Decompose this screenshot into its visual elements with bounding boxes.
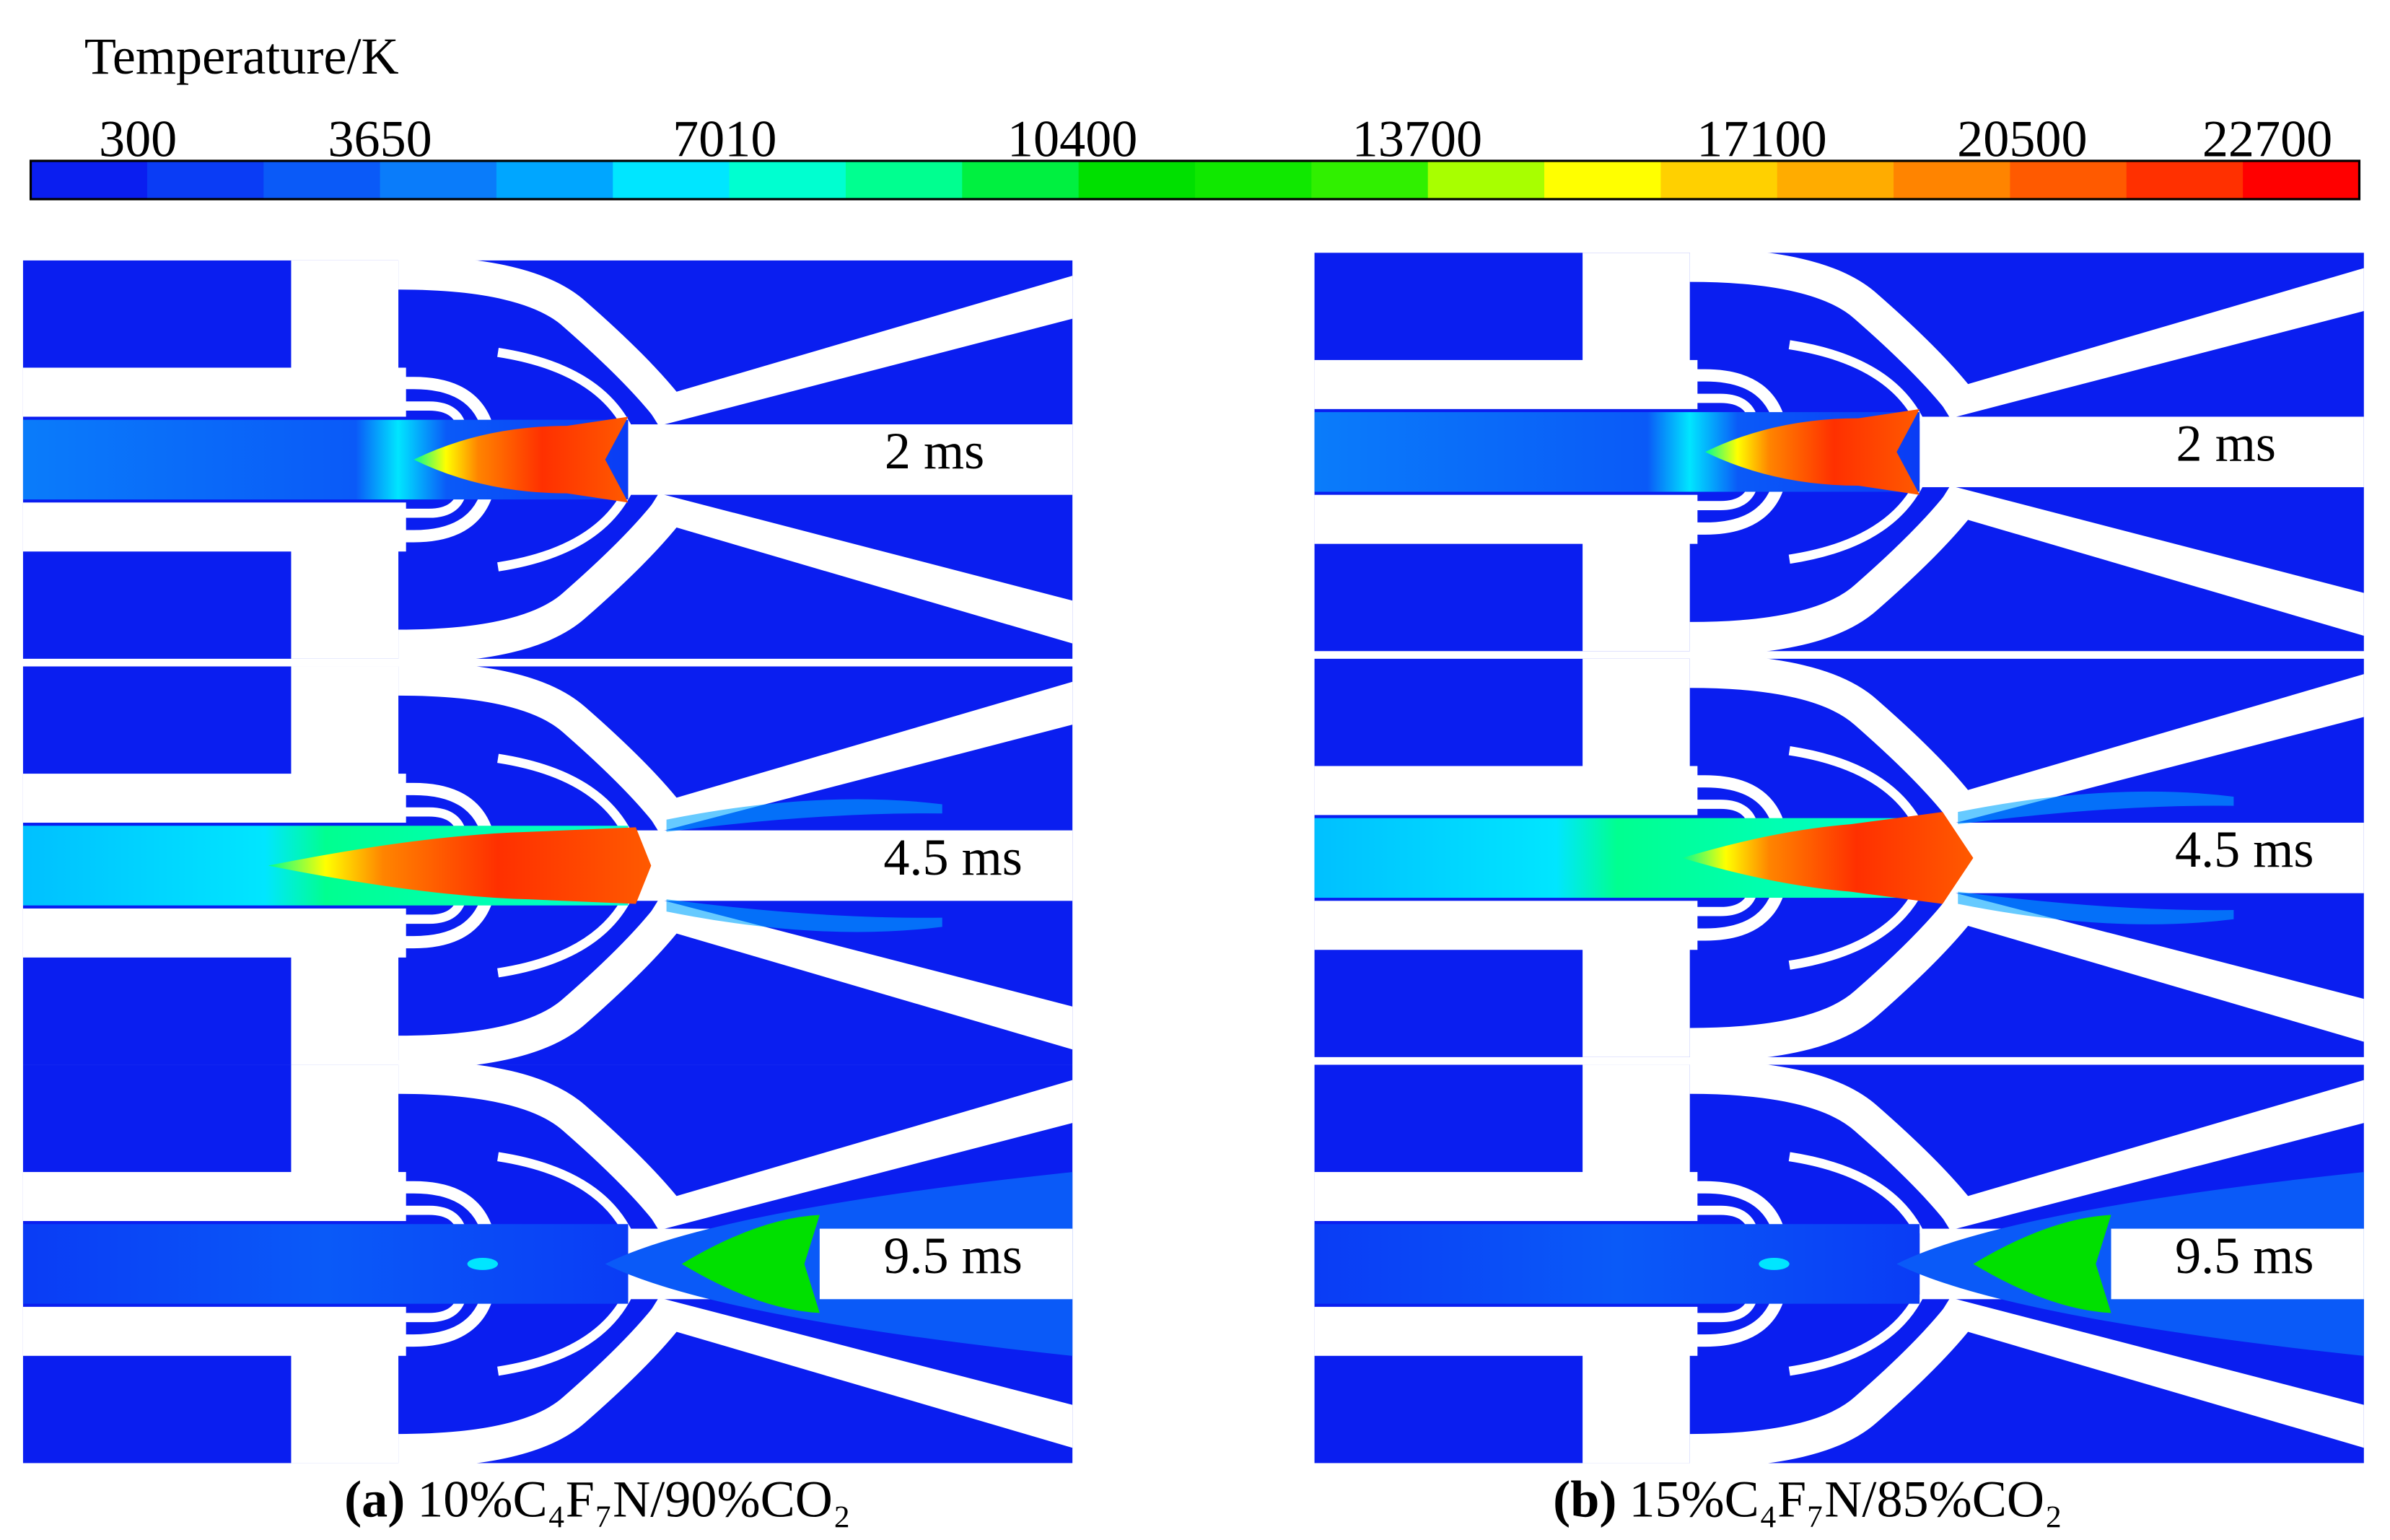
panel-label: (a) xyxy=(344,1471,405,1528)
contour-frame: 9.5 ms xyxy=(22,1064,1073,1463)
panels: 2 ms 4.5 ms 9.5 ms (a) 10%C₄F₇N/90%CO₂ 2 ms 4.… xyxy=(22,253,2364,1528)
arc-plume xyxy=(413,416,629,503)
colorbar-tick-label: 300 xyxy=(99,110,177,168)
time-label: 9.5 ms xyxy=(883,1227,1022,1285)
channel-gap xyxy=(819,1228,1073,1300)
hot-gas xyxy=(666,799,942,932)
colorbar-tick-label: 22700 xyxy=(2202,110,2332,168)
colorbar-tick-label: 20500 xyxy=(1957,110,2087,168)
colorbar-segment xyxy=(1427,160,1546,199)
colorbar-segment xyxy=(729,160,847,199)
panel-caption-text: 15%C₄F₇N/85%CO₂ xyxy=(1629,1471,2062,1528)
contour-frame: 4.5 ms xyxy=(1314,659,2364,1057)
arc-remnant xyxy=(681,1215,820,1313)
colorbar-segment xyxy=(962,160,1080,199)
hot-spot xyxy=(1759,1257,1790,1270)
arc-channel xyxy=(1314,1224,1920,1304)
colorbar-segment xyxy=(380,160,497,199)
colorbar-tick-label: 3650 xyxy=(328,110,432,168)
colorbar-title: Temperature/K xyxy=(84,27,399,85)
colorbar-segment xyxy=(1894,160,2011,199)
colorbar-tick-label: 13700 xyxy=(1352,110,1482,168)
contour-frame: 2 ms xyxy=(22,261,1072,659)
colorbar-tick-label: 17100 xyxy=(1697,110,1826,168)
colorbar-segment xyxy=(1195,160,1313,199)
time-label: 2 ms xyxy=(2176,415,2276,473)
arc-plume xyxy=(1682,812,1974,904)
panel-caption: (b) 15%C₄F₇N/85%CO₂ xyxy=(1553,1471,2062,1528)
colorbar-segment xyxy=(1544,160,1662,199)
arc-channel xyxy=(22,1224,629,1304)
colorbar-segment xyxy=(1660,160,1778,199)
colorbar-segment xyxy=(613,160,730,199)
arc-plume xyxy=(1704,408,1920,495)
contour-frame: 4.5 ms xyxy=(22,666,1072,1064)
colorbar-segment xyxy=(2243,160,2360,199)
colorbar-segment xyxy=(2126,160,2244,199)
colorbar-segment xyxy=(1311,160,1429,199)
panel-label: (b) xyxy=(1553,1471,1616,1528)
colorbar-segment xyxy=(30,160,148,199)
arc-plume xyxy=(268,827,652,904)
colorbar-segment xyxy=(1078,160,1196,199)
colorbar-tick-label: 10400 xyxy=(1007,110,1137,168)
colorbar-segment xyxy=(845,160,963,199)
time-label: 4.5 ms xyxy=(2175,821,2314,878)
arc-remnant xyxy=(1973,1215,2111,1313)
panel-caption-text: 10%C₄F₇N/90%CO₂ xyxy=(417,1471,851,1528)
colorbar-segment xyxy=(2010,160,2127,199)
colorbar-border xyxy=(29,159,2361,201)
colorbar-segment xyxy=(496,160,614,199)
colorbar-segment xyxy=(1777,160,1895,199)
time-label: 9.5 ms xyxy=(2175,1227,2314,1285)
colorbar: 300 3650 7010 10400 13700 17100 20500 22700 xyxy=(29,110,2361,201)
colorbar-segment xyxy=(263,160,381,199)
hot-gas xyxy=(1958,791,2234,924)
contour-frame: 9.5 ms xyxy=(1314,1064,2364,1463)
time-label: 2 ms xyxy=(885,422,984,480)
panel-caption: (a) 10%C₄F₇N/90%CO₂ xyxy=(344,1471,851,1528)
time-label: 4.5 ms xyxy=(883,828,1022,886)
contour-frame: 2 ms xyxy=(1314,253,2364,651)
colorbar-segment xyxy=(146,160,265,199)
channel-gap xyxy=(2111,1228,2364,1300)
hot-spot xyxy=(467,1257,499,1270)
colorbar-tick-label: 7010 xyxy=(673,110,776,168)
